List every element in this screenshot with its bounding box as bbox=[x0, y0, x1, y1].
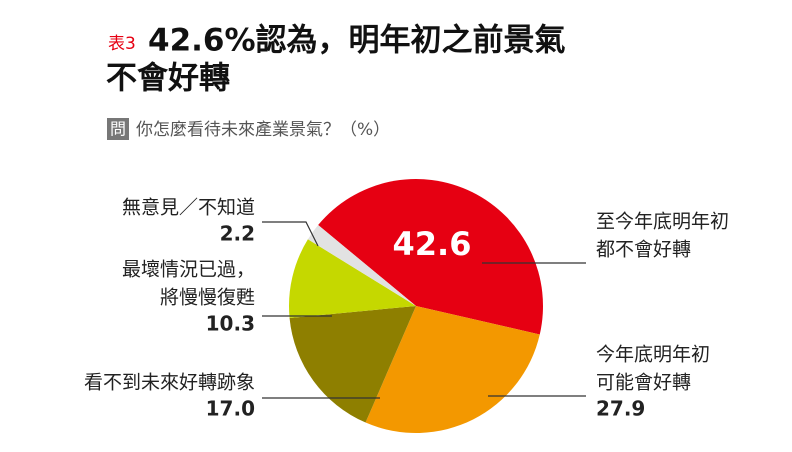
value-label: 17.0 bbox=[206, 397, 255, 421]
pie-slice bbox=[307, 225, 416, 306]
question-box bbox=[107, 118, 129, 140]
category-label: 至今年底明年初 bbox=[596, 211, 729, 233]
leader-line bbox=[262, 221, 319, 247]
chart-title: 不會好轉 bbox=[106, 61, 230, 97]
pie-slice bbox=[318, 178, 543, 335]
question-tag: 問 bbox=[110, 120, 126, 139]
category-label: 都不會好轉 bbox=[596, 239, 691, 261]
category-label: 今年底明年初 bbox=[596, 344, 710, 366]
title-tag: 表3 bbox=[108, 34, 136, 54]
value-label: 10.3 bbox=[206, 312, 255, 336]
category-label: 看不到未來好轉跡象 bbox=[84, 372, 255, 394]
value-label: 2.2 bbox=[220, 222, 255, 246]
category-label: 可能會好轉 bbox=[596, 372, 691, 394]
pie-slice bbox=[289, 306, 416, 423]
category-label: 將慢慢復甦 bbox=[160, 287, 255, 309]
pie-slice bbox=[365, 306, 540, 433]
value-label: 42.6 bbox=[393, 225, 472, 263]
category-label: 最壞情況已過， bbox=[122, 259, 255, 281]
category-label: 無意見／不知道 bbox=[122, 197, 255, 219]
chart-title: 42.6%認為，明年初之前景氣 bbox=[148, 23, 566, 59]
value-label: 27.9 bbox=[596, 397, 645, 421]
pie-slice bbox=[288, 239, 416, 318]
subtitle: 你怎麼看待未來產業景氣？（%） bbox=[136, 120, 390, 140]
